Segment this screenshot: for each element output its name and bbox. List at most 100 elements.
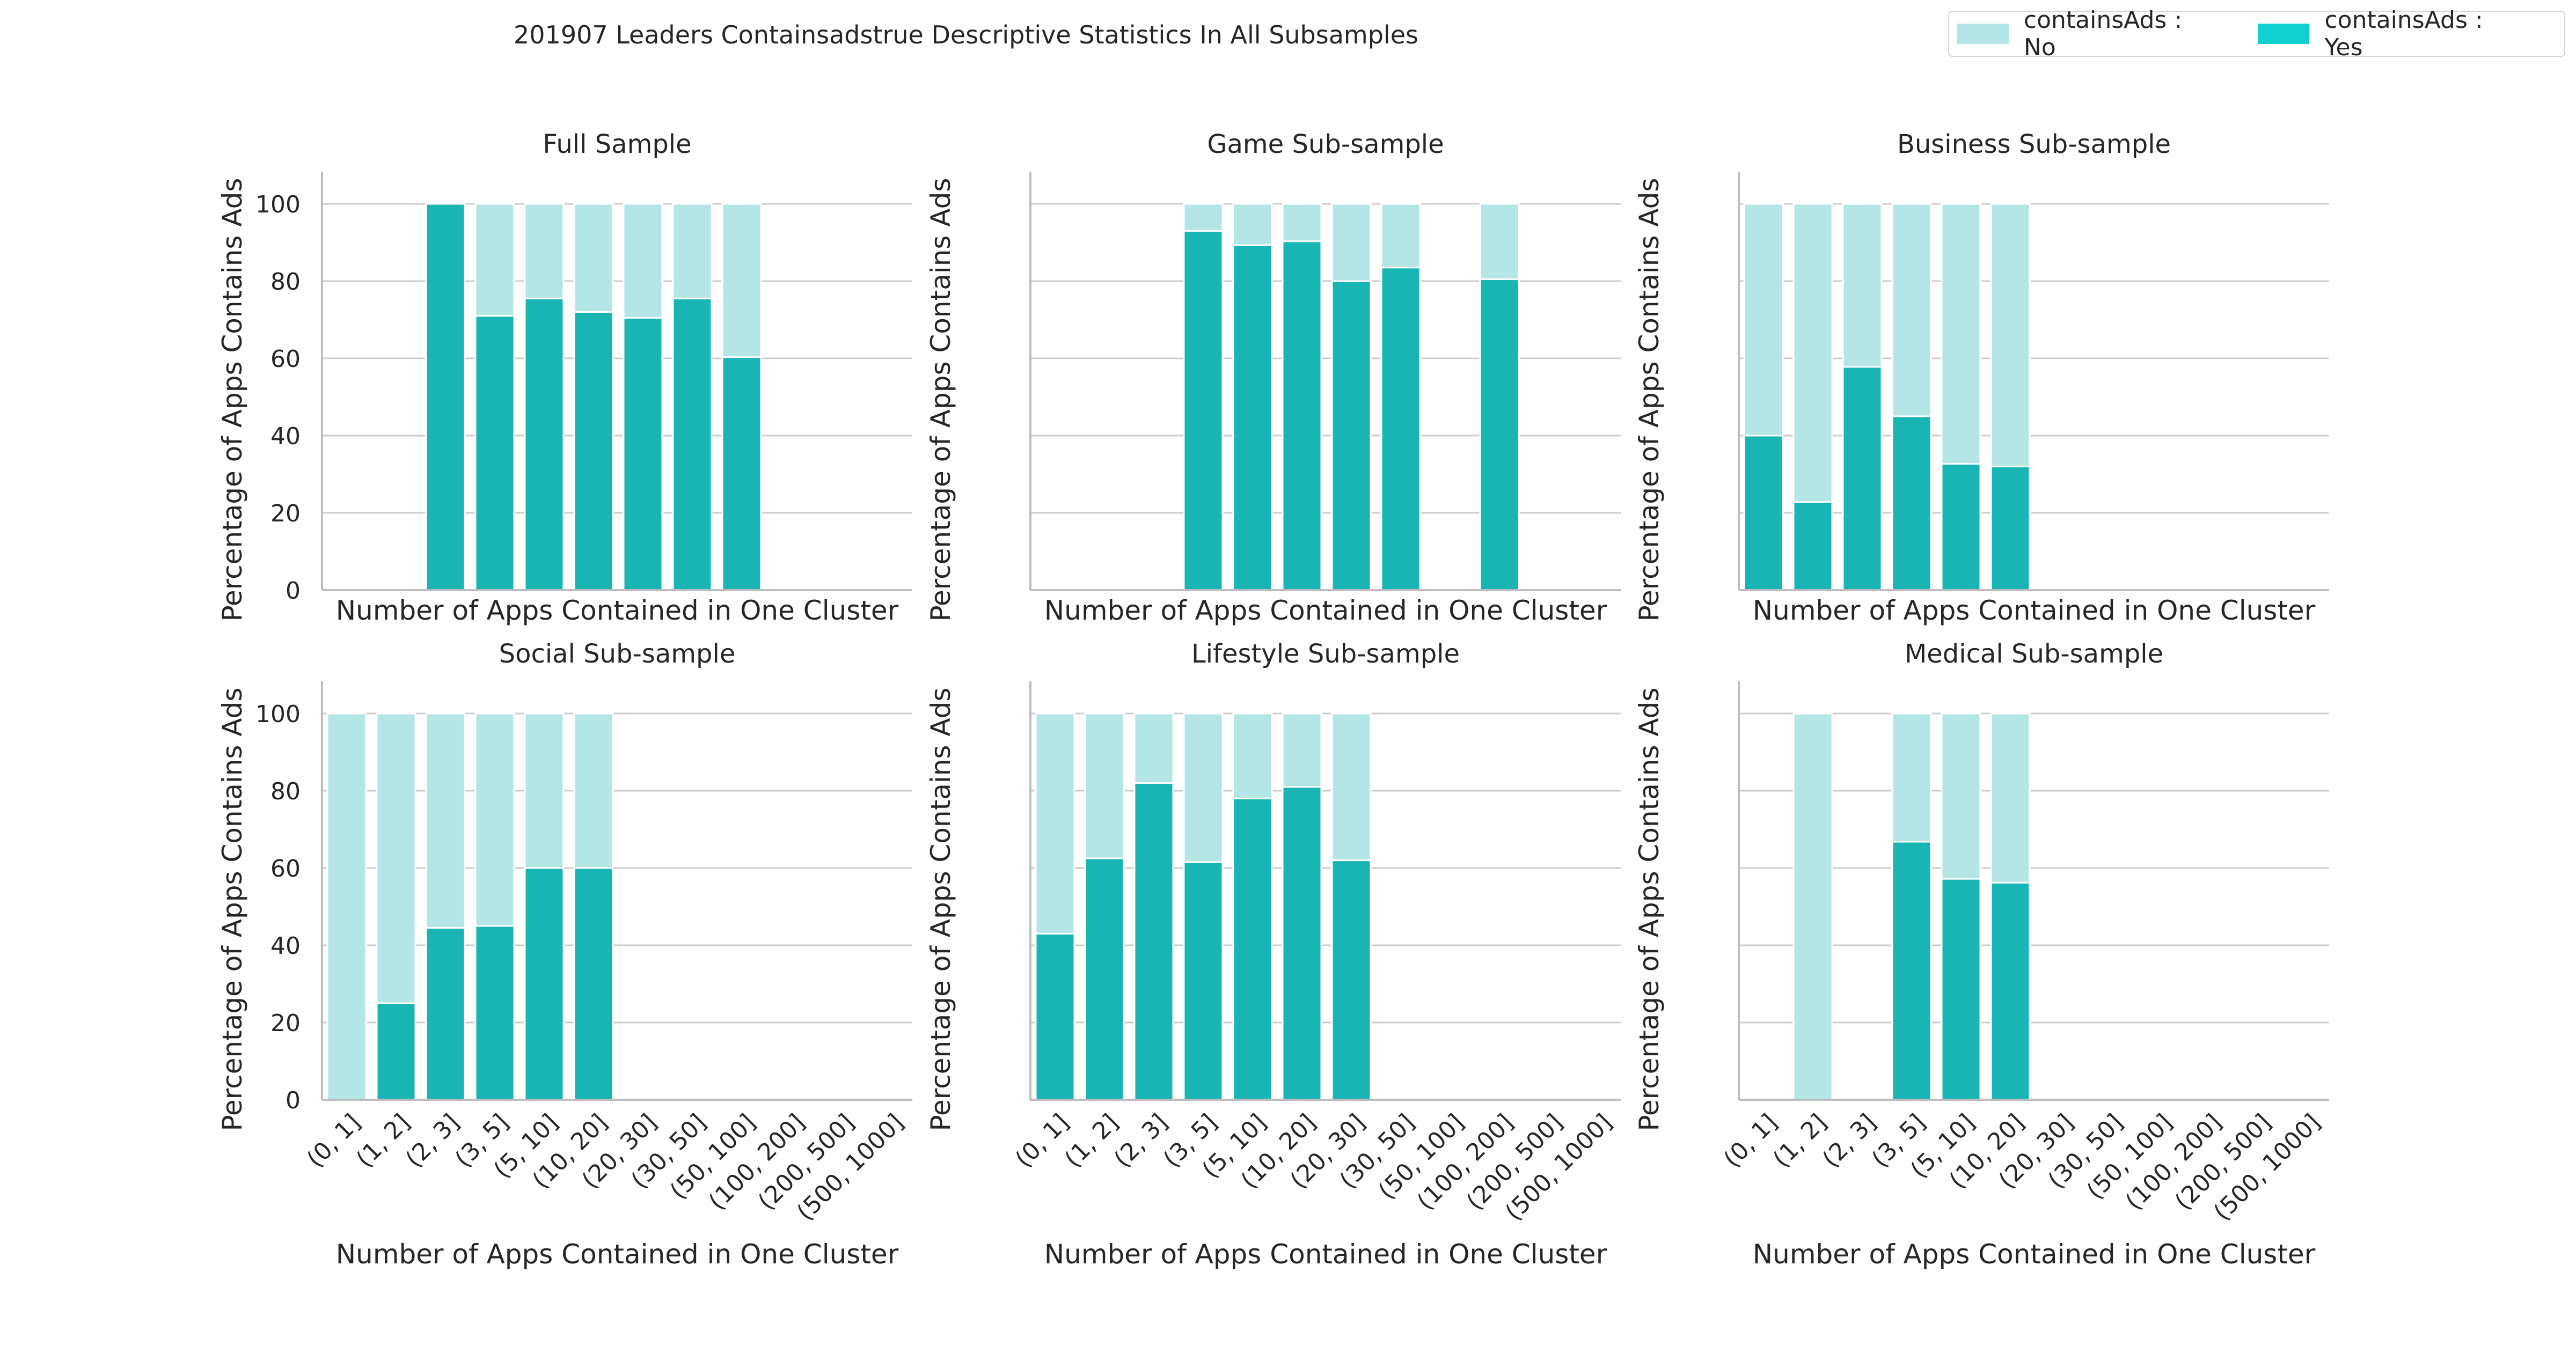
panel-4-bar-no-4 <box>474 712 515 927</box>
panel-5-bar-yes-6 <box>1282 786 1322 1101</box>
panel-1-bar-no-7 <box>623 203 663 319</box>
panel-2-bar-yes-4 <box>1183 230 1224 591</box>
panel-3-bar-no-1 <box>1743 203 1784 437</box>
panel-1-bar-yes-5 <box>524 297 565 591</box>
panel-4-xlabel: Number of Apps Contained in One Cluster <box>336 1239 899 1270</box>
panel-6-bar-yes-4 <box>1891 841 1932 1101</box>
panel-6-xtick-label: (0, 1] <box>1718 1109 1783 1173</box>
panel-2-bar-yes-10 <box>1479 278 1520 591</box>
panel-4-xtick-label: (0, 1] <box>302 1109 366 1173</box>
panel-6-bar-no-2 <box>1792 712 1833 1101</box>
panel-1-bar-yes-6 <box>573 311 614 591</box>
panel-6-bar-no-4 <box>1891 712 1932 843</box>
panel-4-bar-no-5 <box>524 712 565 869</box>
panel-3-bar-yes-6 <box>1990 466 2031 591</box>
panel-6-ylabel: Percentage of Apps Contains Ads <box>1634 688 1665 1131</box>
panel-5-xtick-label: (2, 3] <box>1109 1109 1173 1173</box>
figure-title: 201907 Leaders Containsadstrue Descripti… <box>514 20 1418 49</box>
panel-5-bar-no-7 <box>1331 712 1372 862</box>
panel-1-ytick-label: 0 <box>286 577 301 605</box>
panel-3-title: Business Sub-sample <box>1897 129 2171 159</box>
panel-3-bar-yes-5 <box>1941 463 1981 591</box>
panel-2-bar-no-5 <box>1232 203 1273 246</box>
panel-1-xlabel: Number of Apps Contained in One Cluster <box>336 595 899 626</box>
panel-1-ytick-label: 20 <box>270 500 301 527</box>
panel-1-title: Full Sample <box>543 129 691 159</box>
panel-5-xtick-label: (1, 2] <box>1059 1109 1124 1173</box>
panel-2-bar-no-10 <box>1479 203 1520 280</box>
legend-item-yes: containsAds : Yes <box>2257 6 2522 61</box>
panel-4-bar-yes-6 <box>573 867 614 1101</box>
panel-1-bar-yes-8 <box>672 297 713 591</box>
legend-label-yes: containsAds : Yes <box>2324 6 2483 61</box>
panel-3-bar-yes-1 <box>1743 435 1784 591</box>
legend-swatch-no <box>1957 24 2009 44</box>
panel-4-xtick-label: (2, 3] <box>400 1109 465 1173</box>
panel-2-bar-yes-5 <box>1232 244 1273 591</box>
panel-3-bar-yes-4 <box>1891 415 1932 591</box>
panel-1-ytick-label: 40 <box>270 423 301 450</box>
panel-3-bar-yes-3 <box>1842 366 1883 591</box>
panel-3-bar-no-3 <box>1842 203 1883 368</box>
panel-6-bar-no-6 <box>1990 712 2031 884</box>
legend-item-no: containsAds : No <box>1957 6 2216 61</box>
panel-6-title: Medical Sub-sample <box>1905 639 2163 669</box>
panel-5-bar-yes-5 <box>1232 797 1273 1101</box>
panel-5-bar-yes-1 <box>1035 932 1075 1101</box>
panel-6-bar-yes-5 <box>1941 878 1981 1101</box>
panel-3-bar-yes-2 <box>1792 501 1833 591</box>
panel-5-ylabel: Percentage of Apps Contains Ads <box>925 688 956 1131</box>
panel-2-bar-no-7 <box>1331 203 1372 282</box>
panel-1-bar-yes-4 <box>474 315 515 591</box>
panel-5-xlabel: Number of Apps Contained in One Cluster <box>1044 1239 1607 1270</box>
panel-4-ytick-label: 60 <box>270 855 301 882</box>
panel-5-bar-no-6 <box>1282 712 1322 788</box>
panel-5-xtick-label: (0, 1] <box>1010 1109 1074 1173</box>
panel-2-title: Game Sub-sample <box>1207 129 1444 159</box>
panel-5-bar-no-2 <box>1084 712 1125 859</box>
panel-2-bar-yes-6 <box>1282 240 1322 591</box>
panel-6-xtick-label: (2, 3] <box>1817 1109 1882 1173</box>
panel-5-bar-yes-2 <box>1084 857 1125 1101</box>
panel-1-bar-no-6 <box>573 203 614 313</box>
panel-5-bar-yes-4 <box>1183 861 1224 1101</box>
panel-1-bar-no-8 <box>672 203 713 299</box>
panel-4-ytick-label: 40 <box>270 932 301 960</box>
panel-5-bar-no-3 <box>1133 712 1174 784</box>
panel-4-bar-yes-2 <box>376 1002 416 1101</box>
panel-3-ylabel: Percentage of Apps Contains Ads <box>1634 178 1665 622</box>
panel-4-xtick-label: (1, 2] <box>351 1109 415 1173</box>
panel-4-ytick-label: 100 <box>255 701 301 728</box>
panel-2-bar-no-8 <box>1380 203 1421 269</box>
panel-4-ytick-label: 0 <box>286 1087 301 1114</box>
panel-6-bar-no-5 <box>1941 712 1981 880</box>
panel-1-ylabel: Percentage of Apps Contains Ads <box>217 178 248 622</box>
panel-4-title: Social Sub-sample <box>499 639 736 669</box>
panel-1-bar-yes-9 <box>721 356 762 591</box>
panel-5-bar-no-5 <box>1232 712 1273 799</box>
panel-1-bar-no-4 <box>474 203 515 317</box>
legend: containsAds : No containsAds : Yes <box>1948 6 2565 61</box>
panel-4-bar-yes-5 <box>524 867 565 1101</box>
panel-4-bar-no-2 <box>376 712 416 1004</box>
panel-2-bar-yes-7 <box>1331 280 1372 591</box>
panel-1-bar-no-5 <box>524 203 565 299</box>
panel-4-bar-no-6 <box>573 712 614 869</box>
panel-2-ylabel: Percentage of Apps Contains Ads <box>925 178 956 622</box>
panel-5-bar-no-1 <box>1035 712 1075 935</box>
panel-2-bar-no-4 <box>1183 203 1224 232</box>
panel-5-bar-yes-7 <box>1331 859 1372 1101</box>
panel-4-ylabel: Percentage of Apps Contains Ads <box>217 688 248 1131</box>
legend-swatch-yes <box>2257 24 2310 44</box>
panel-4-ytick-label: 80 <box>270 778 301 805</box>
panel-3-xlabel: Number of Apps Contained in One Cluster <box>1753 595 2316 626</box>
panel-1-bar-yes-7 <box>623 317 663 591</box>
panel-5-bar-yes-3 <box>1133 782 1174 1101</box>
panel-1-bar-no-9 <box>721 203 762 358</box>
panel-4-ytick-label: 20 <box>270 1010 301 1037</box>
panel-4-bar-yes-4 <box>474 925 515 1101</box>
panel-3-bar-no-4 <box>1891 203 1932 417</box>
legend-label-no: containsAds : No <box>2023 6 2183 61</box>
panel-2-xlabel: Number of Apps Contained in One Cluster <box>1044 595 1607 626</box>
